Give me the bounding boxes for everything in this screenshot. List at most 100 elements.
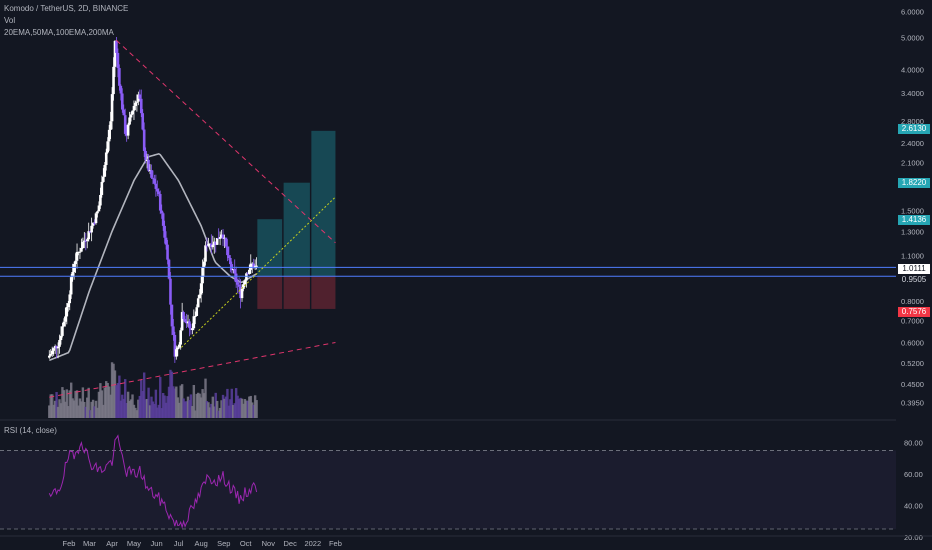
candle-body-100 <box>193 315 197 317</box>
volume-bar-8 <box>59 403 63 418</box>
candle-body-118 <box>220 234 223 238</box>
candle-body-137 <box>248 269 251 274</box>
volume-bar-27 <box>87 387 90 418</box>
candle-body-70 <box>150 170 153 178</box>
candle-body-26 <box>85 239 89 241</box>
candle-body-85 <box>172 326 175 335</box>
volume-bar-128 <box>234 388 238 418</box>
candle-body-104 <box>199 283 203 295</box>
rsi-legend[interactable]: RSI (14, close) <box>4 426 57 435</box>
rsi-pane <box>0 434 896 530</box>
candle-body-25 <box>84 240 88 242</box>
candle-body-21 <box>78 251 82 253</box>
candle-body-24 <box>83 240 86 243</box>
candle-body-74 <box>156 188 159 192</box>
volume-bar-16 <box>71 398 74 418</box>
volume-bar-68 <box>147 387 150 418</box>
price-axis-background <box>896 0 932 420</box>
price-tick-8: 1.5000 <box>901 207 924 216</box>
volume-bar-62 <box>138 395 142 418</box>
volume-bar-50 <box>121 394 124 418</box>
rsi-line <box>48 434 258 529</box>
candle-body-88 <box>176 347 180 350</box>
volume-bar-107 <box>204 378 207 418</box>
candle-body-60 <box>135 101 139 103</box>
candle-body-22 <box>80 248 83 252</box>
candle-body-75 <box>157 191 161 195</box>
volume-bar-11 <box>64 401 67 418</box>
candle-body-95 <box>186 321 190 324</box>
time-tick-0: Feb <box>63 539 76 548</box>
candle-body-11 <box>64 316 67 322</box>
candle-body-81 <box>166 244 169 260</box>
rsi-tick-0: 20.00 <box>904 533 923 542</box>
symbol-title[interactable]: Komodo / TetherUS, 2D, BINANCE <box>4 4 129 13</box>
price-tick-0: 0.3950 <box>901 399 924 408</box>
candle-body-4 <box>53 346 57 349</box>
volume-bar-4 <box>53 400 57 418</box>
rsi-tick-2: 60.00 <box>904 470 923 479</box>
volume-bar-84 <box>170 371 174 418</box>
volume-bar-133 <box>242 403 245 418</box>
candle-body-86 <box>173 334 177 357</box>
rsi-band-fill <box>0 450 896 529</box>
candle-body-39 <box>104 152 108 166</box>
candle-body-43 <box>110 94 114 122</box>
candle-body-15 <box>69 277 73 295</box>
volume-bar-135 <box>245 400 248 418</box>
candle-body-79 <box>163 225 166 238</box>
candle-body-90 <box>179 330 182 345</box>
candle-body-38 <box>103 165 107 177</box>
candle-body-123 <box>227 255 231 258</box>
candle-body-120 <box>223 237 226 239</box>
stop-price-badge: 0.7576 <box>898 307 930 317</box>
volume-bar-85 <box>172 386 175 418</box>
time-tick-6: Aug <box>194 539 207 548</box>
volume-bar-116 <box>217 410 220 418</box>
volume-bar-65 <box>142 372 146 418</box>
rsi-axis[interactable]: 20.00 40.00 60.00 80.00 <box>896 421 932 542</box>
volume-bar-31 <box>93 406 96 418</box>
candle-body-91 <box>180 312 184 331</box>
volume-bar-121 <box>224 396 228 418</box>
volume-bar-18 <box>74 390 77 418</box>
candles-layer <box>47 37 258 363</box>
time-tick-7: Sep <box>217 539 230 548</box>
candle-body-99 <box>192 316 196 329</box>
volume-bar-96 <box>188 400 191 418</box>
candle-body-139 <box>250 263 254 265</box>
candle-body-127 <box>233 268 237 274</box>
volume-bar-28 <box>88 410 92 418</box>
stop-zone-1 <box>257 276 283 309</box>
target3-price-badge: 2.6130 <box>898 124 930 134</box>
volume-bar-42 <box>109 394 112 418</box>
volume-bar-110 <box>208 407 212 418</box>
candle-body-45 <box>113 40 117 67</box>
rsi-tick-1: 40.00 <box>904 501 923 510</box>
volume-bar-25 <box>84 406 87 418</box>
candle-body-56 <box>129 114 133 118</box>
volume-bar-12 <box>65 389 69 418</box>
volume-bar-57 <box>131 394 134 418</box>
time-tick-3: May <box>127 539 141 548</box>
candle-body-105 <box>201 267 204 284</box>
time-axis[interactable]: Feb Mar Apr May Jun Jul Aug Sep Oct Nov Dec 2022 Feb <box>0 535 932 548</box>
price-axis[interactable]: 0.3950 0.4500 0.5200 0.6000 0.7000 0.8000 1.10… <box>896 0 932 420</box>
candle-body-34 <box>97 205 101 212</box>
volume-bar-141 <box>253 395 257 418</box>
moving-average-legend[interactable]: 20EMA,50MA,100EMA,200MA <box>4 28 114 37</box>
volume-bar-2 <box>51 394 54 418</box>
candle-body-109 <box>207 244 210 246</box>
candle-body-48 <box>118 68 121 86</box>
candle-body-1 <box>49 354 53 356</box>
candle-body-65 <box>142 129 146 151</box>
candle-body-124 <box>229 257 232 265</box>
volume-legend[interactable]: Vol <box>4 16 16 25</box>
volume-bar-74 <box>156 407 159 418</box>
rsi-tick-3: 80.00 <box>904 439 923 448</box>
candle-body-126 <box>231 268 235 271</box>
volume-bar-80 <box>164 402 168 418</box>
time-tick-12: Feb <box>329 539 342 548</box>
